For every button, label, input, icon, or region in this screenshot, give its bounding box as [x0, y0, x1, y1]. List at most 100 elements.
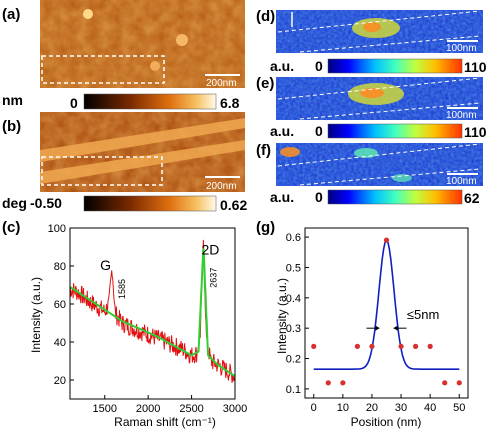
colorbar-max-d: 110: [464, 59, 487, 75]
data-point: [427, 343, 433, 349]
data-point: [383, 237, 390, 243]
panel-label-a: (a): [2, 6, 20, 23]
y-tick-label-c: 20: [54, 375, 66, 387]
selection-box-a: [41, 55, 165, 84]
fwhm-arrowhead-right: [393, 325, 398, 331]
scalebar-text-e: 100nm: [446, 110, 477, 121]
y-tick-label-c: 100: [48, 223, 66, 235]
map-hotspot: [360, 88, 384, 98]
panel-label-g: (g): [256, 219, 275, 236]
panel-label-b: (b): [2, 118, 21, 135]
x-tick-label-c: 2000: [136, 403, 160, 415]
y-tick-label-g: 0.3: [286, 323, 301, 335]
colorbar-d: [327, 58, 463, 74]
x-tick-label-c: 1500: [92, 403, 116, 415]
x-tick-label-g: 40: [424, 402, 436, 414]
colorbar-min-f: 0: [315, 189, 323, 205]
panel-c: (c) Intensity (a.u.) Raman shift (cm⁻¹) …: [2, 219, 247, 429]
axes-frame-c: [69, 227, 236, 400]
axis-ticks-c: 1500 2000 2500 3000 20 40 60 80 100: [48, 223, 248, 415]
y-tick-label-g: 0.1: [286, 384, 301, 396]
map-hotspot: [280, 147, 300, 157]
panel-g: (g) Intensity (a.u.) Position (nm) 0 10 20…: [256, 219, 469, 429]
y-tick-label-c: 80: [54, 261, 66, 273]
panel-d: (d) 100nm a.u. 0 110: [256, 8, 487, 75]
graphene-stripe: [40, 140, 245, 184]
data-point: [398, 343, 404, 349]
map-hotspot: [392, 174, 412, 182]
map-hotspot: [363, 22, 381, 32]
afm-height-texture: [40, 0, 245, 88]
panel-label-d: (d): [256, 8, 275, 25]
x-tick-label-g: 30: [395, 402, 407, 414]
raman-map-f-texture: [276, 143, 483, 186]
panel-e: (e) 100nm a.u. 0 110: [256, 75, 487, 140]
data-point: [325, 380, 331, 386]
ylabel-c: Intensity (a.u.): [29, 277, 43, 353]
colorbar-b: [83, 195, 217, 212]
y-tick-label-g: 0.5: [286, 262, 301, 274]
data-point: [311, 343, 317, 349]
colorbar-max-b: 0.62: [220, 197, 247, 213]
colorbar-f: [327, 189, 463, 205]
graphene-stripe: [40, 118, 245, 162]
scalebar-text-d: 100nm: [446, 43, 477, 54]
map-edge-line: [277, 143, 481, 167]
colorbar-min-a: 0: [70, 95, 78, 111]
colorbar-unit-f: a.u.: [270, 189, 294, 205]
map-edge-line: [277, 77, 481, 100]
scalebar-text-b: 200nm: [206, 181, 237, 192]
scalebar-text-a: 200nm: [206, 78, 237, 89]
afm-particle: [176, 34, 188, 46]
x-tick-label-c: 2500: [179, 403, 203, 415]
series-gaussian-fit: [313, 238, 460, 370]
afm-particle: [83, 9, 93, 19]
colorbar-min-b: -0.50: [30, 195, 62, 211]
colorbar-max-a: 6.8: [220, 95, 240, 111]
data-point: [442, 380, 448, 386]
x-tick-label-c: 3000: [223, 403, 247, 415]
y-tick-label-g: 0.4: [286, 293, 301, 305]
colorbar-min-e: 0: [315, 123, 323, 139]
data-point: [413, 343, 419, 349]
map-edge-line: [299, 102, 481, 120]
colorbar-unit-a: nm: [2, 92, 23, 108]
y-tick-label-c: 40: [54, 337, 66, 349]
axis-ticks-g: 0 10 20 30 40 50 0.1 0.2 0.3 0.4 0.5 0.6: [286, 232, 466, 414]
series-raw-spectrum: [69, 239, 236, 383]
colorbar-unit-e: a.u.: [270, 123, 294, 139]
data-point: [340, 380, 346, 386]
fwhm-arrowhead-left: [375, 325, 380, 331]
data-point: [354, 343, 360, 349]
map-edge-line: [299, 168, 481, 186]
selection-box-b: [41, 156, 163, 186]
colorbar-a: [83, 93, 217, 110]
x-tick-label-g: 0: [311, 402, 317, 414]
annotation-2d-value: 2637: [208, 268, 218, 288]
panel-f: (f) 100nm a.u. 0 62: [256, 142, 483, 206]
annotation-2d-peak: 2D: [201, 242, 219, 258]
annotation-g-peak: G: [100, 257, 111, 273]
series-fit-line: [69, 248, 236, 377]
panel-label-e: (e): [256, 75, 274, 92]
data-point: [369, 343, 375, 349]
y-tick-label-g: 0.6: [286, 232, 301, 244]
annotation-g-value: 1585: [117, 279, 127, 299]
plot-area-g: ≤5nm: [311, 237, 462, 386]
data-point: [456, 380, 462, 386]
panel-label-f: (f): [256, 142, 271, 159]
panel-a: (a) 200nm nm 0 6.8: [2, 0, 245, 111]
xlabel-g: Position (nm): [351, 415, 422, 429]
colorbar-e: [327, 123, 463, 139]
plot-area-c: G 1585 2D 2637: [69, 239, 236, 383]
colorbar-max-e: 110: [464, 124, 487, 140]
x-tick-label-g: 10: [337, 402, 349, 414]
fwhm-annotation: ≤5nm: [407, 307, 439, 322]
panel-label-c: (c): [2, 219, 20, 236]
xlabel-c: Raman shift (cm⁻¹): [114, 415, 216, 429]
x-tick-label-g: 20: [366, 402, 378, 414]
colorbar-min-d: 0: [315, 58, 323, 74]
map-edge-line: [277, 10, 481, 33]
y-tick-label-c: 60: [54, 299, 66, 311]
